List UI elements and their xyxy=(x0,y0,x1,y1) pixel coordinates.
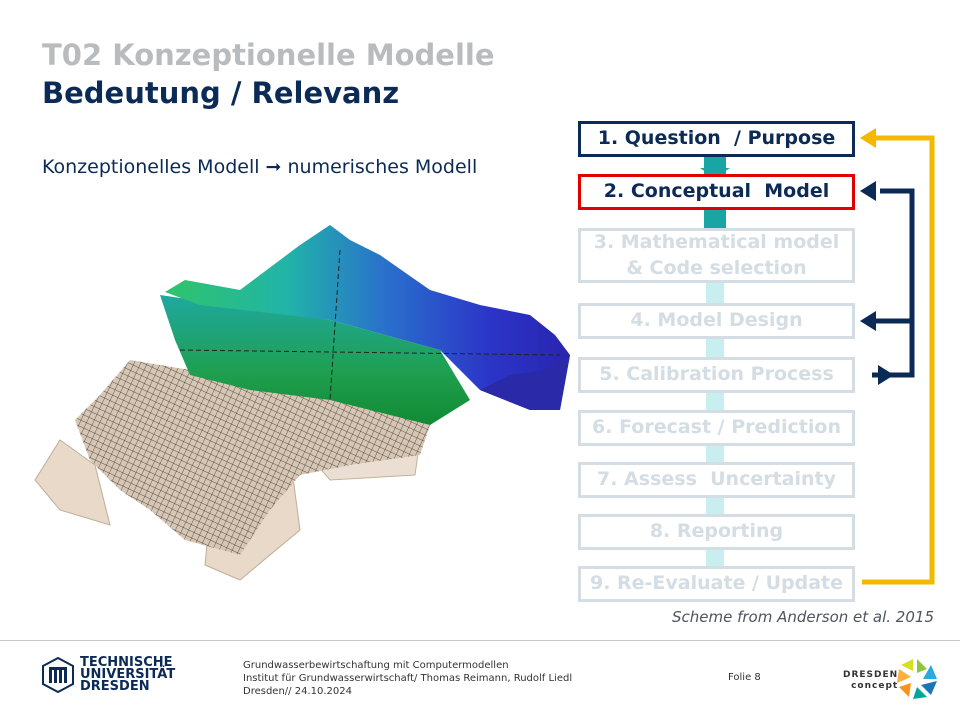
feedback-arrow-navy-icon xyxy=(878,365,894,385)
slide-number: Folie 8 xyxy=(728,672,761,683)
dresden-concept-logo-icon xyxy=(897,659,937,699)
connector-light xyxy=(706,548,724,568)
step-9-re-evaluate-update: 9. Re-Evaluate / Update xyxy=(578,566,855,602)
step-5-calibration-process: 5. Calibration Process xyxy=(578,357,855,393)
step-1-question-purpose: 1. Question / Purpose xyxy=(578,121,855,157)
step-4-model-design: 4. Model Design xyxy=(578,303,855,339)
groundwater-model-3d-image xyxy=(34,225,570,581)
mesh-layer xyxy=(75,360,430,555)
footer-info: Grundwasserbewirtschaftung mit Computerm… xyxy=(243,659,572,698)
connector-light xyxy=(706,445,724,465)
feedback-loop-navy xyxy=(872,188,915,378)
feedback-arrow-yellow-icon xyxy=(860,128,876,148)
connector-light xyxy=(706,283,724,305)
step-8-reporting: 8. Reporting xyxy=(578,514,855,550)
flow-diagram-connectors xyxy=(700,128,935,585)
tu-dresden-logo-icon xyxy=(42,657,74,693)
axis-line xyxy=(179,349,561,356)
footer-institute: Institut für Grundwasserwirtschaft/ Thom… xyxy=(243,673,573,684)
feedback-arrow-navy-icon xyxy=(860,181,876,201)
subtitle: Konzeptionelles Modell ➞ numerisches Mod… xyxy=(42,156,477,178)
model-side-wall xyxy=(160,295,470,425)
step-3-mathematical-model: 3. Mathematical model & Code selection xyxy=(578,228,855,283)
step-7-assess-uncertainty: 7. Assess Uncertainty xyxy=(578,462,855,498)
footer-divider xyxy=(0,640,960,641)
connector-light xyxy=(706,391,724,413)
tu-dresden-wordmark: TECHNISCHE UNIVERSITÄT DRESDEN xyxy=(80,655,176,694)
axis-line xyxy=(329,249,341,401)
subtitle-right: numerisches Modell xyxy=(287,156,478,178)
source-citation: Scheme from Anderson et al. 2015 xyxy=(671,608,934,626)
subtitle-left: Konzeptionelles Modell xyxy=(42,156,260,178)
model-edge xyxy=(480,355,570,410)
feedback-loop-yellow xyxy=(862,135,935,585)
title-line-1: T02 Konzeptionelle Modelle xyxy=(42,38,495,72)
dc-line-2: concept xyxy=(851,681,899,691)
step-2-conceptual-model: 2. Conceptual Model xyxy=(578,174,855,210)
connector-light xyxy=(706,496,724,516)
footer-date: Dresden// 24.10.2024 xyxy=(243,686,352,697)
feedback-arrow-navy-icon xyxy=(860,311,876,331)
subtitle-arrow-icon: ➞ xyxy=(265,156,282,178)
connector-light xyxy=(706,336,724,358)
footer-course: Grundwasserbewirtschaftung mit Computerm… xyxy=(243,660,509,671)
connector-teal-arrow-icon xyxy=(700,168,730,178)
connector-teal xyxy=(704,208,726,230)
base-block xyxy=(34,439,111,526)
dc-line-1: DRESDEN xyxy=(843,670,899,680)
model-top-surface xyxy=(165,225,570,410)
logo-line-1: TECHNISCHE xyxy=(80,655,173,670)
dresden-concept-wordmark: DRESDEN concept xyxy=(843,670,898,692)
step-6-forecast-prediction: 6. Forecast / Prediction xyxy=(578,410,855,446)
logo-line-3: DRESDEN xyxy=(80,679,150,694)
title-line-2: Bedeutung / Relevanz xyxy=(42,76,400,110)
logo-line-2: UNIVERSITÄT xyxy=(80,667,176,682)
